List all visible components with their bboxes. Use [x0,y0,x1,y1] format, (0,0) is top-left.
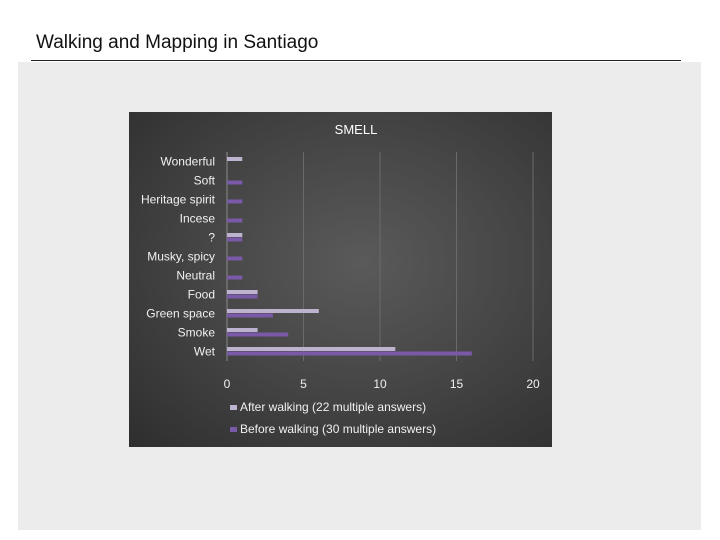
bar-before [227,237,243,242]
chart-title: SMELL [335,122,378,137]
bar-after [227,328,258,332]
bar-before [227,199,243,204]
slide-title: Walking and Mapping in Santiago [36,32,319,53]
bar-after [227,157,243,161]
chart-container: SMELL Wonderful Soft Heritage spirit Incese… [129,112,552,447]
bar-before [227,351,472,356]
bar-after [227,347,396,351]
category-label: Wonderful [161,155,215,169]
category-label: Green space [146,307,215,321]
category-label: Soft [194,174,216,188]
bar-before [227,180,243,185]
x-tick-label: 15 [450,377,464,391]
category-label: Musky, spicy [147,250,215,264]
bar-before [227,218,243,223]
x-tick-label: 0 [224,377,231,391]
category-label: Neutral [176,269,215,283]
x-tick-labels: 0 5 10 15 20 [224,377,540,391]
bar-before [227,294,258,299]
title-divider [31,60,681,61]
smell-bar-chart: SMELL Wonderful Soft Heritage spirit Incese… [141,122,540,436]
category-label: Smoke [178,326,216,340]
bars [227,157,472,356]
category-label: Heritage spirit [141,193,216,207]
x-tick-label: 20 [526,377,540,391]
category-label: Incese [180,212,216,226]
bar-after [227,233,243,237]
legend-label: Before walking (30 multiple answers) [240,422,436,436]
bar-after [227,309,319,313]
bar-after [227,290,258,294]
x-tick-label: 10 [373,377,387,391]
bar-before [227,275,243,280]
category-label: ? [208,231,215,245]
bar-before [227,332,289,337]
gridlines [226,152,534,361]
legend: After walking (22 multiple answers) Befor… [230,400,436,436]
category-label: Food [188,288,215,302]
x-tick-label: 5 [300,377,307,391]
category-labels: Wonderful Soft Heritage spirit Incese? Musky… [141,155,216,359]
bar-before [227,313,273,318]
legend-swatch [230,427,237,432]
legend-label: After walking (22 multiple answers) [240,400,426,414]
legend-swatch [230,405,237,410]
category-label: Wet [194,345,216,359]
bar-before [227,256,243,261]
